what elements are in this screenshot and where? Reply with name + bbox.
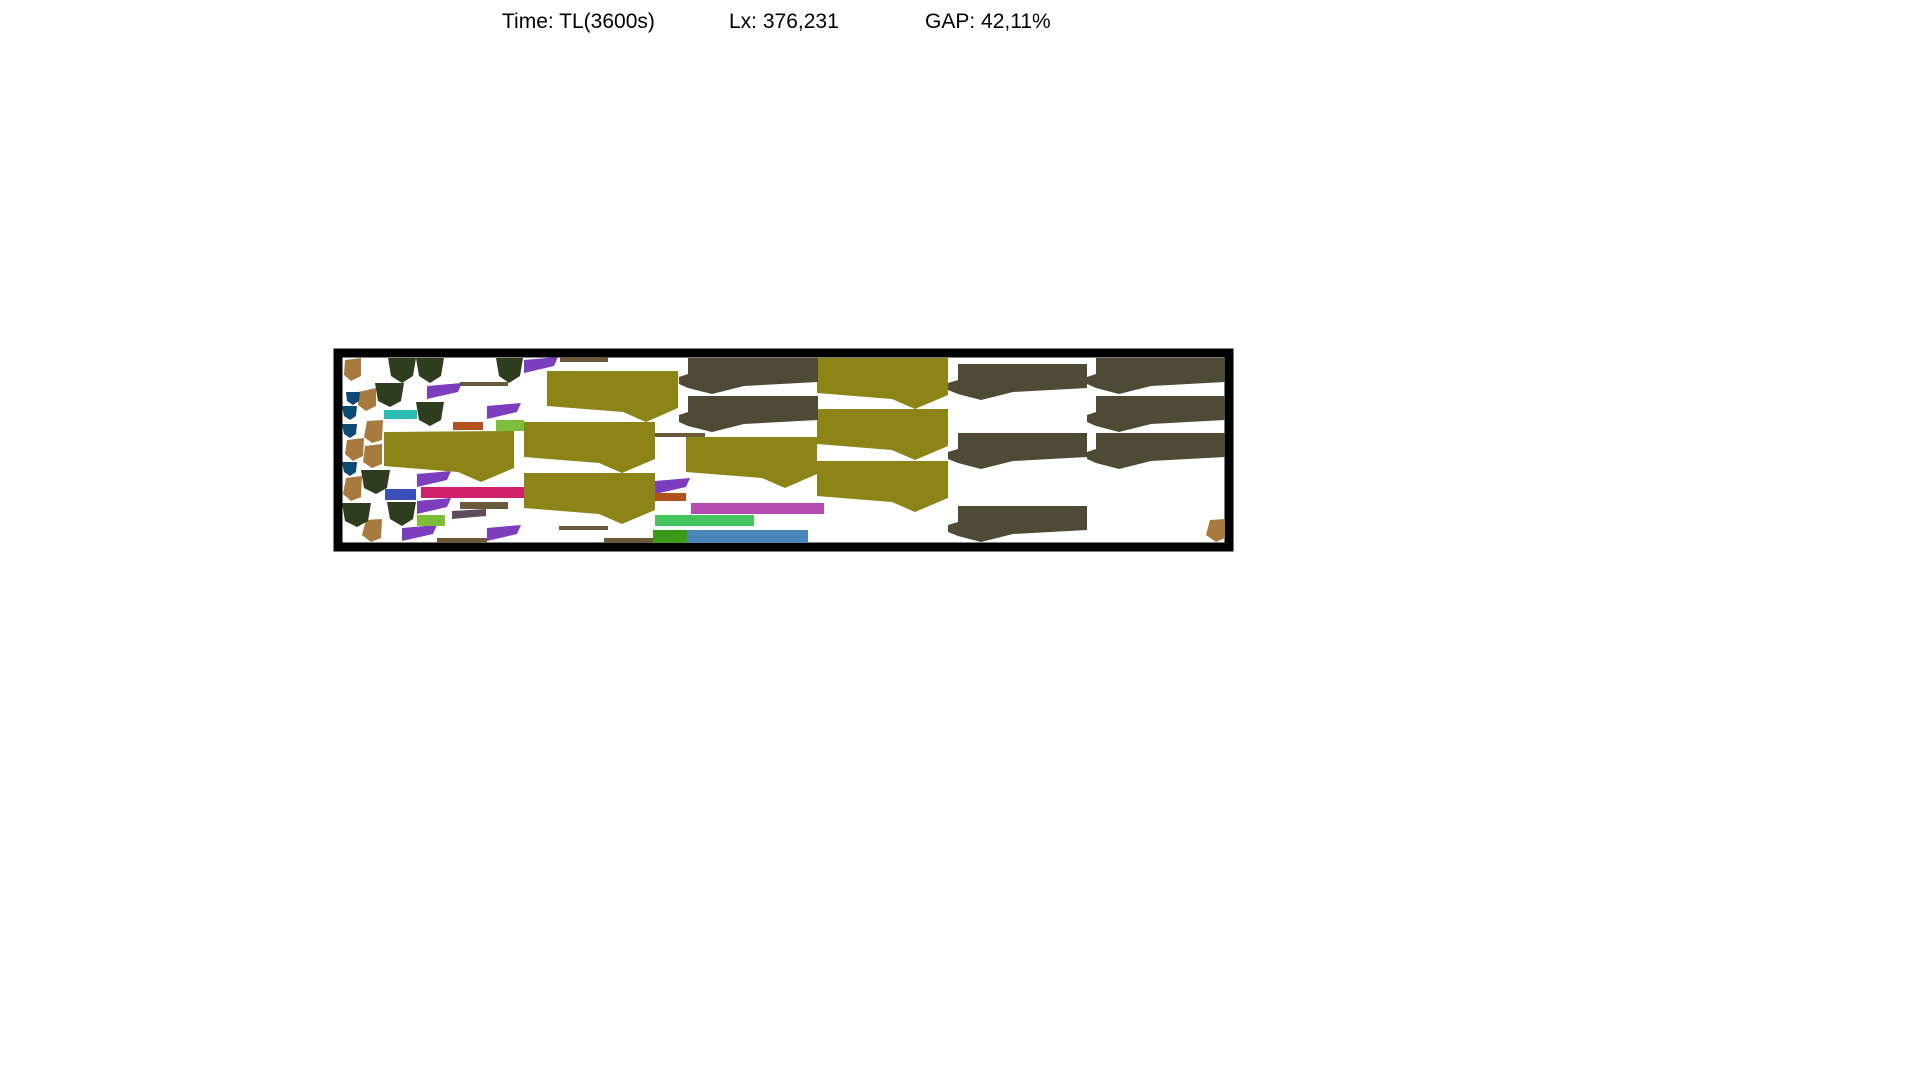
piece	[375, 383, 404, 407]
piece	[496, 358, 523, 383]
bar-piece	[655, 433, 705, 437]
bar-piece	[560, 357, 608, 362]
steel-blue-piece	[687, 530, 808, 543]
piece	[364, 420, 383, 443]
gap-label: GAP: 42,11%	[925, 10, 1051, 33]
dark-green-bar	[653, 530, 687, 543]
piece	[342, 424, 357, 438]
dark-green-pieces	[342, 358, 523, 527]
piece	[686, 437, 817, 488]
olive-pieces	[384, 358, 948, 524]
piece	[416, 358, 444, 383]
piece	[1087, 358, 1225, 394]
piece	[679, 396, 818, 432]
piece	[948, 506, 1087, 542]
piece	[1206, 519, 1225, 542]
piece	[524, 473, 655, 524]
piece	[487, 525, 521, 541]
brown-pieces	[343, 358, 1225, 542]
length-label: Lx: 376,231	[729, 10, 839, 33]
piece	[388, 358, 416, 383]
piece	[817, 358, 948, 409]
piece	[342, 503, 371, 527]
purple-pieces	[402, 357, 690, 541]
piece	[342, 462, 357, 476]
piece	[342, 406, 357, 420]
piece	[655, 478, 690, 494]
bar-piece	[460, 502, 508, 509]
bar-piece	[559, 526, 608, 530]
piece	[817, 461, 948, 512]
crimson-piece	[421, 487, 524, 498]
blue-piece	[385, 489, 416, 500]
piece	[361, 470, 390, 494]
piece	[679, 358, 818, 394]
cyan-piece	[384, 410, 417, 419]
piece	[524, 357, 558, 373]
lime-piece	[496, 420, 524, 431]
piece	[387, 502, 416, 526]
piece	[363, 444, 382, 468]
magenta-piece	[691, 503, 824, 514]
time-label: Time: TL(3600s)	[502, 10, 655, 33]
piece	[427, 383, 462, 399]
piece	[358, 388, 376, 411]
piece	[1087, 433, 1225, 469]
nesting-layout	[333, 348, 1234, 552]
piece	[817, 409, 948, 460]
green-piece	[655, 515, 754, 526]
piece	[344, 358, 361, 381]
piece	[948, 433, 1087, 469]
grey-piece	[452, 509, 486, 519]
orange-piece	[655, 493, 686, 501]
piece	[343, 476, 362, 501]
piece	[1087, 396, 1225, 432]
dark-olive-pieces	[679, 358, 1225, 542]
piece	[362, 519, 382, 542]
piece	[384, 431, 514, 482]
piece	[416, 402, 444, 426]
bar-piece	[437, 538, 487, 543]
piece	[417, 471, 451, 487]
piece	[345, 438, 364, 461]
piece	[346, 392, 360, 405]
piece	[948, 364, 1087, 400]
piece	[402, 525, 437, 541]
piece	[524, 422, 655, 473]
piece	[547, 371, 678, 422]
lime-piece	[417, 515, 445, 526]
piece	[417, 498, 451, 514]
bar-piece	[460, 382, 508, 386]
navy-pieces	[342, 392, 360, 476]
bar-piece	[604, 538, 654, 543]
orange-piece	[453, 422, 483, 430]
piece	[487, 403, 521, 419]
